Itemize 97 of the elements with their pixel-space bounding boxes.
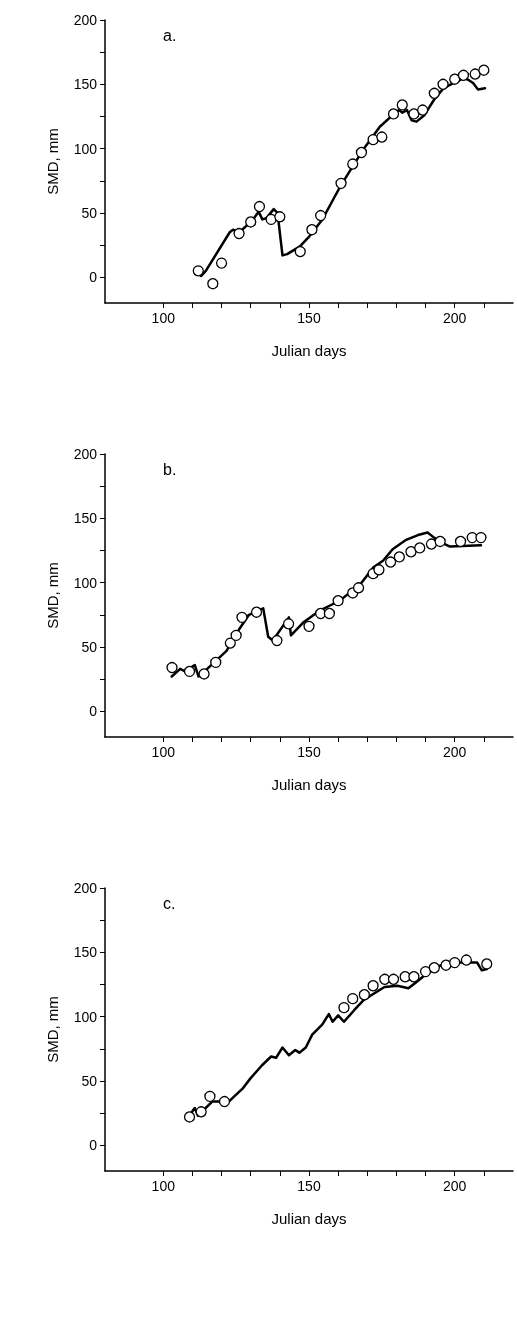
point	[315, 209, 327, 222]
y-tick-label: 100	[73, 140, 98, 157]
point	[405, 546, 417, 558]
point	[454, 535, 467, 548]
point	[210, 656, 222, 669]
point	[306, 224, 318, 236]
y-tick-label: 50	[81, 638, 98, 655]
y-tick-label: 200	[73, 446, 98, 462]
point	[352, 582, 365, 594]
point	[224, 637, 236, 649]
y-tick-label: 0	[89, 269, 98, 286]
point	[294, 245, 306, 258]
point	[460, 954, 473, 966]
x-tick-label: 100	[151, 744, 176, 760]
point	[338, 1001, 350, 1014]
point	[414, 542, 426, 554]
point	[478, 64, 490, 76]
point	[475, 531, 487, 544]
y-tick-label: 150	[73, 76, 98, 93]
point	[428, 962, 440, 974]
point	[204, 1090, 216, 1103]
point	[183, 665, 196, 678]
point	[355, 146, 368, 159]
y-tick-label: 100	[73, 574, 98, 591]
point	[449, 73, 461, 85]
y-tick-label: 200	[73, 12, 98, 28]
point	[376, 131, 388, 143]
point	[166, 661, 178, 674]
point	[469, 68, 481, 80]
y-tick-label: 0	[89, 703, 98, 720]
point	[417, 104, 429, 116]
point	[335, 177, 347, 190]
point	[367, 980, 379, 992]
point	[274, 211, 286, 223]
x-tick-label: 200	[443, 1178, 467, 1194]
point	[393, 551, 405, 563]
point	[358, 989, 371, 1001]
point	[323, 607, 336, 620]
point	[408, 108, 420, 120]
point	[387, 973, 400, 985]
point	[218, 1095, 231, 1108]
chart-title: c.	[163, 894, 176, 912]
x-tick-label: 150	[297, 1178, 321, 1194]
y-axis-title: SMD, mm	[44, 996, 61, 1063]
point	[425, 538, 438, 550]
y-tick-label: 150	[73, 944, 98, 961]
y-tick-label: 150	[73, 510, 98, 527]
x-axis-title: Julian days	[271, 776, 347, 793]
x-tick-label: 100	[151, 310, 176, 326]
point	[373, 564, 385, 576]
x-tick-label: 100	[151, 1178, 176, 1194]
x-tick-label: 150	[297, 744, 321, 760]
point	[387, 108, 400, 120]
point	[271, 634, 283, 647]
point	[347, 992, 359, 1005]
point	[233, 227, 245, 240]
point	[481, 958, 493, 970]
point	[419, 965, 432, 978]
point	[215, 257, 228, 269]
y-tick-label: 50	[81, 204, 98, 221]
point	[245, 216, 257, 228]
point	[408, 971, 420, 983]
point	[253, 200, 266, 213]
chart-title: a.	[163, 26, 177, 44]
point	[192, 265, 204, 277]
point	[396, 99, 408, 111]
x-axis-title: Julian days	[271, 342, 347, 359]
point	[428, 87, 440, 99]
point	[265, 213, 277, 226]
point	[195, 1106, 207, 1118]
point	[236, 611, 248, 624]
y-tick-label: 0	[89, 1137, 98, 1154]
y-axis-title: SMD, mm	[44, 128, 61, 195]
y-tick-label: 100	[73, 1008, 98, 1025]
point	[347, 158, 359, 170]
y-axis-title: SMD, mm	[44, 562, 61, 629]
point	[250, 606, 263, 618]
x-tick-label: 200	[443, 744, 467, 760]
point	[282, 618, 295, 630]
chart-title: b.	[163, 460, 177, 478]
point	[198, 668, 210, 680]
x-axis-title: Julian days	[271, 1210, 347, 1227]
x-tick-label: 200	[443, 310, 467, 326]
point	[449, 956, 461, 969]
point	[303, 620, 315, 633]
point	[207, 278, 219, 290]
point	[332, 595, 344, 607]
point	[457, 69, 470, 81]
point	[367, 133, 379, 146]
x-tick-label: 150	[297, 310, 321, 326]
y-tick-label: 200	[73, 880, 98, 896]
point	[183, 1111, 196, 1123]
point	[384, 556, 397, 568]
point	[434, 535, 446, 548]
y-tick-label: 50	[81, 1072, 98, 1089]
point	[230, 629, 242, 642]
point	[437, 78, 449, 90]
